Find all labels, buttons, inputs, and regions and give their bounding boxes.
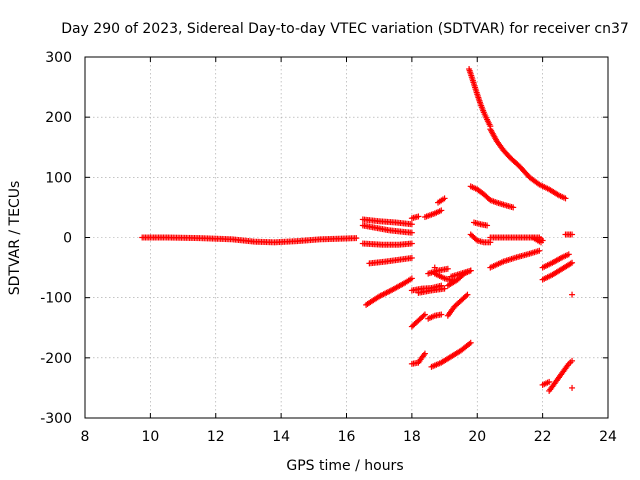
y-tick-label: 100 [45,170,72,186]
x-tick-label: 22 [534,429,552,445]
data-sample-mark [554,191,561,198]
data-sample-mark [480,107,487,114]
chart-title: Day 290 of 2023, Sidereal Day-to-day VTE… [61,21,629,37]
data-sample-mark [492,199,499,206]
data-sample-mark [473,89,480,96]
data-sample-mark [439,196,446,203]
y-tick-label: -200 [40,351,72,367]
data-sample-mark [417,356,424,363]
data-sample-mark [436,311,443,318]
data-sample-mark [514,161,521,168]
data-sample-mark [407,221,414,228]
data-sample-mark [400,280,407,287]
data-sample-mark [439,274,446,281]
y-tick-label: 300 [45,50,72,66]
data-sample-mark [466,340,473,347]
data-sample-mark [483,114,490,121]
x-tick-label: 10 [141,429,159,445]
data-sample-mark [430,211,437,218]
y-tick-label: -100 [40,291,72,307]
data-sample-mark [351,235,358,242]
y-tick-label: 200 [45,110,72,126]
x-tick-label: 12 [207,429,225,445]
y-tick-label: 0 [63,231,72,247]
x-tick-label: 24 [599,429,617,445]
data-point [569,291,576,298]
data-sample-mark [484,194,491,201]
x-tick-label: 8 [81,429,90,445]
data-sample-mark [533,236,540,243]
data-sample-mark [536,238,543,245]
data-sample-mark [511,254,518,261]
data-sample-mark [407,255,414,262]
data-sample-mark [534,180,541,187]
data-sample-mark [504,152,511,159]
x-axis-label: GPS time / hours [286,458,403,474]
data-sample-mark [544,379,551,386]
ticks-layer: 8 10 12 14 16 18 20 22 24 300 200 100 0 -100 -200 -300 [40,50,617,445]
data-sample-mark [558,371,565,378]
data-sample-mark [564,362,571,369]
data-sample-mark [407,240,414,247]
data-sample-mark [470,79,477,86]
data-sample-mark [475,220,482,227]
x-tick-label: 20 [468,429,486,445]
data-sample-mark [413,213,420,220]
data-sample-mark [436,360,443,367]
y-axis-label: SDTVAR / TECUs [7,181,23,296]
data-sample-mark [456,271,463,278]
data-sample-mark [534,248,541,255]
data-point [569,384,576,391]
y-tick-label: -300 [40,411,72,427]
data-sample-mark [412,319,419,326]
data-sample-mark [551,380,558,387]
data-sample-mark [407,276,414,283]
x-tick-label: 16 [338,429,356,445]
data-sample-mark [508,203,515,210]
data-sample-mark [547,260,554,267]
data-sample-mark [564,252,571,259]
data-sample-mark [443,266,450,273]
data-sample-mark [502,202,509,209]
data-sample-mark [436,208,443,215]
data-sample-mark [455,300,462,307]
x-tick-label: 18 [403,429,421,445]
data-sample-mark [567,260,574,267]
data-sample-mark [419,313,426,320]
data-sample-mark [467,69,474,76]
data-sample-mark [498,259,505,266]
data-sample-mark [476,99,483,106]
data-sample-mark [486,121,493,128]
data-sample-mark [560,194,567,201]
data-sample-mark [478,189,485,196]
data-marks [139,66,576,394]
data-sample-mark [567,359,574,366]
data-sample-mark [482,222,489,229]
data-sample-mark [567,231,574,238]
data-sample-mark [466,268,473,275]
data-sample-mark [524,251,531,258]
data-sample-mark [544,185,551,192]
data-sample-mark [439,285,446,292]
data-sample-mark [420,352,427,359]
data-sample-mark [485,239,492,246]
data-sample-mark [493,136,500,143]
data-sample-mark [430,313,437,320]
data-point [431,264,438,271]
data-sample-mark [557,255,564,262]
data-sample-mark [471,235,478,242]
data-sample-mark [524,171,531,178]
data-sample-mark [407,229,414,236]
data-sample-mark [547,272,554,279]
data-sample-mark [463,292,470,299]
x-tick-label: 14 [272,429,290,445]
data-sample-mark [461,294,468,301]
data-sample-mark [420,312,427,319]
data-sample-mark [371,224,378,231]
